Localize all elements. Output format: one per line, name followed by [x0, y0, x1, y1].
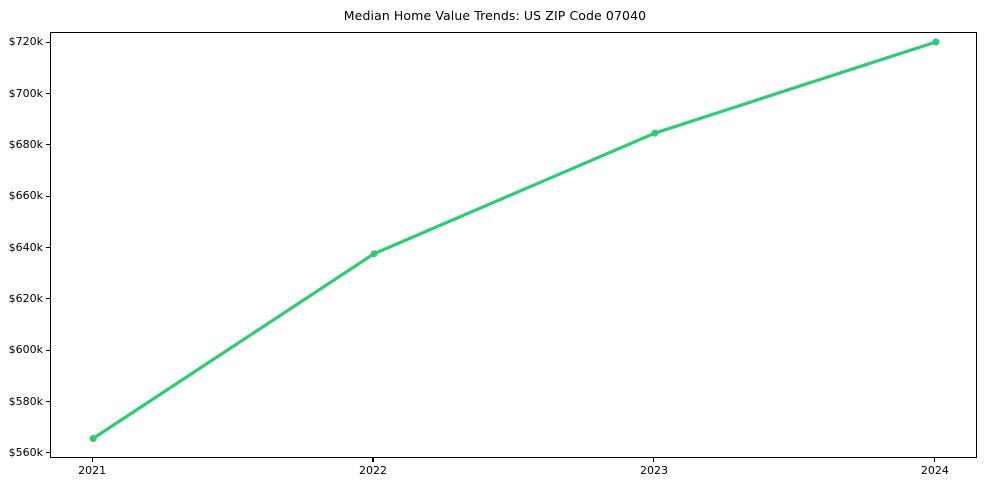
y-axis-tick-mark: [46, 41, 50, 43]
y-axis-tick-labels: $560k $580k $600k $620k $640k $660k $680k $700k…: [0, 0, 43, 490]
data-point-marker: [370, 250, 378, 258]
line-series-svg: [89, 38, 940, 442]
y-axis-tick-mark: [46, 400, 50, 403]
x-axis-tick-mark: [91, 458, 93, 462]
data-point-marker: [651, 129, 659, 137]
line-series-path: [91, 40, 938, 441]
x-axis-tick-label: 2022: [359, 464, 388, 477]
y-axis-tick-mark: [46, 247, 50, 249]
y-axis-tick-mark: [46, 452, 50, 454]
y-axis-tick-label: $640k: [8, 240, 43, 254]
data-point-marker: [89, 434, 97, 442]
x-axis-tick-label: 2024: [920, 464, 949, 477]
plot-area: [50, 32, 977, 458]
y-axis-tick-label: $560k: [8, 445, 43, 459]
y-axis-tick-label: $700k: [8, 86, 43, 100]
y-axis-tick-label: $680k: [8, 137, 43, 151]
x-axis-tick-mark: [653, 458, 655, 462]
y-axis-tick-label: $720k: [8, 35, 43, 49]
data-point-marker: [932, 38, 940, 46]
y-axis-tick-mark: [46, 298, 50, 300]
y-axis-tick-label: $660k: [8, 189, 43, 203]
y-axis-tick-mark: [46, 144, 50, 146]
y-axis-tick-label: $620k: [8, 291, 43, 305]
line-series-markers: [89, 38, 940, 442]
x-axis-tick-mark: [934, 458, 936, 462]
y-axis-tick-mark: [46, 195, 50, 197]
y-axis-tick-label: $580k: [8, 394, 43, 408]
x-axis-tick-mark: [372, 458, 374, 462]
y-axis-tick-mark: [46, 93, 50, 95]
page-title: Median Home Value Trends: US ZIP Code 07…: [343, 8, 647, 23]
x-axis-tick-label: 2021: [78, 464, 107, 477]
y-axis-tick-label: $600k: [8, 343, 43, 357]
x-axis-tick-label: 2023: [639, 464, 668, 477]
y-axis-tick-mark: [46, 349, 50, 351]
